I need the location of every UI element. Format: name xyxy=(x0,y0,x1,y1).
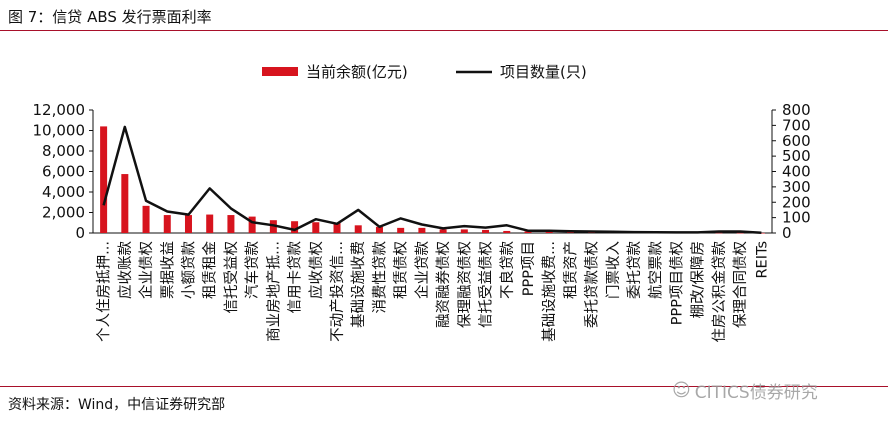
x-tick-label: 租赁资产 xyxy=(562,241,579,299)
x-tick-label: 委托贷款 xyxy=(626,241,643,299)
bar xyxy=(291,221,299,233)
right-axis-tick-label: 400 xyxy=(782,163,811,181)
x-tick-label: 信用卡贷款 xyxy=(287,241,304,314)
x-tick-label: 租赁租金 xyxy=(202,241,219,299)
bar xyxy=(333,222,341,233)
right-axis-tick-label: 600 xyxy=(782,132,811,150)
x-tick-label: 信托受益权 xyxy=(223,241,240,314)
left-axis-tick-label: 6,000 xyxy=(42,163,85,181)
x-tick-label: 住房公积金贷款 xyxy=(711,241,728,343)
legend-label-bar: 当前余额(亿元) xyxy=(306,63,408,81)
x-tick-label: 应收债权 xyxy=(307,241,325,299)
x-tick-label: 棚改/保障房 xyxy=(689,241,707,318)
figure-title: 图 7：信贷 ABS 发行票面利率 xyxy=(8,8,212,26)
legend-swatch-bar xyxy=(262,67,298,76)
x-tick-label: 汽车贷款 xyxy=(244,241,261,299)
bar xyxy=(269,220,277,233)
bar xyxy=(545,231,553,233)
bar xyxy=(418,227,426,233)
bar xyxy=(524,231,532,233)
x-tick-label: 保理融资债权 xyxy=(456,241,473,328)
x-tick-label: 基础设施收费 xyxy=(350,241,367,328)
x-tick-label: PPP项目债权 xyxy=(669,241,686,326)
x-tick-label: 租赁债权 xyxy=(393,241,410,299)
bar xyxy=(100,126,108,233)
bar xyxy=(460,229,468,233)
x-tick-label: 航空票款 xyxy=(647,241,664,299)
right-axis-tick-label: 300 xyxy=(782,178,811,196)
left-axis-tick-label: 2,000 xyxy=(42,204,85,222)
bar xyxy=(354,225,362,233)
right-axis-tick-label: 0 xyxy=(782,224,792,242)
bar xyxy=(503,230,511,233)
x-tick-label: 商业房地产抵... xyxy=(265,241,282,342)
x-tick-label: 委托贷款债权 xyxy=(584,241,601,328)
bar xyxy=(121,174,129,233)
series-line xyxy=(102,125,762,234)
bar xyxy=(227,215,235,233)
bar xyxy=(184,215,192,233)
right-axis-tick-label: 100 xyxy=(782,209,811,227)
x-tick-label: PPP项目 xyxy=(521,241,537,296)
bar xyxy=(482,229,490,233)
wechat-icon: ☺ xyxy=(672,380,691,401)
bar xyxy=(736,232,744,234)
bar xyxy=(312,222,320,233)
x-tick-label: 应收账款 xyxy=(116,241,134,299)
legend-label-line: 项目数量(只) xyxy=(500,63,587,81)
left-axis-tick-label: 12,000 xyxy=(33,101,86,119)
x-tick-label: 保理合同债权 xyxy=(732,241,749,328)
left-axis-tick-label: 8,000 xyxy=(42,142,85,160)
x-tick-label: 企业债权 xyxy=(137,241,155,299)
x-tick-label: 个人住房抵押... xyxy=(96,241,113,342)
bar xyxy=(248,216,256,233)
bar xyxy=(375,226,383,233)
right-axis-tick-label: 700 xyxy=(782,116,811,134)
bar xyxy=(757,232,765,234)
bar xyxy=(715,232,723,234)
bottom-rule xyxy=(0,386,888,387)
x-tick-label: 融资融券债权 xyxy=(435,241,452,328)
x-tick-label: 信托受益债权 xyxy=(478,241,495,328)
bar xyxy=(163,215,171,233)
x-tick-label: 票据收益 xyxy=(159,241,176,299)
left-axis-tick-label: 4,000 xyxy=(42,183,85,201)
top-rule xyxy=(0,30,888,31)
bar xyxy=(397,227,405,233)
x-tick-label: 不良贷款 xyxy=(499,241,516,299)
left-axis-tick-label: 0 xyxy=(75,224,85,242)
watermark-text: CITICS债券研究 xyxy=(694,383,818,403)
x-tick-label: 消费性贷款 xyxy=(371,241,388,314)
right-axis-tick-label: 500 xyxy=(782,147,811,165)
x-tick-label: 小额贷款 xyxy=(180,241,197,299)
right-axis-tick-label: 200 xyxy=(782,193,811,211)
source-note: 资料来源：Wind，中信证券研究部 xyxy=(8,397,226,413)
right-axis-tick-label: 800 xyxy=(782,101,811,119)
watermark: ☺ CITICS债券研究 xyxy=(672,378,818,403)
x-tick-label: REITs xyxy=(754,241,770,279)
bar xyxy=(206,214,214,233)
left-axis-tick-label: 10,000 xyxy=(33,122,86,140)
bar xyxy=(439,229,447,233)
x-tick-label: 企业贷款 xyxy=(413,241,431,299)
x-tick-label: 门票收入 xyxy=(605,241,622,299)
x-tick-label: 基础设施收费... xyxy=(541,241,558,342)
bar xyxy=(142,205,150,233)
x-tick-label: 不动产投资信... xyxy=(329,241,346,342)
